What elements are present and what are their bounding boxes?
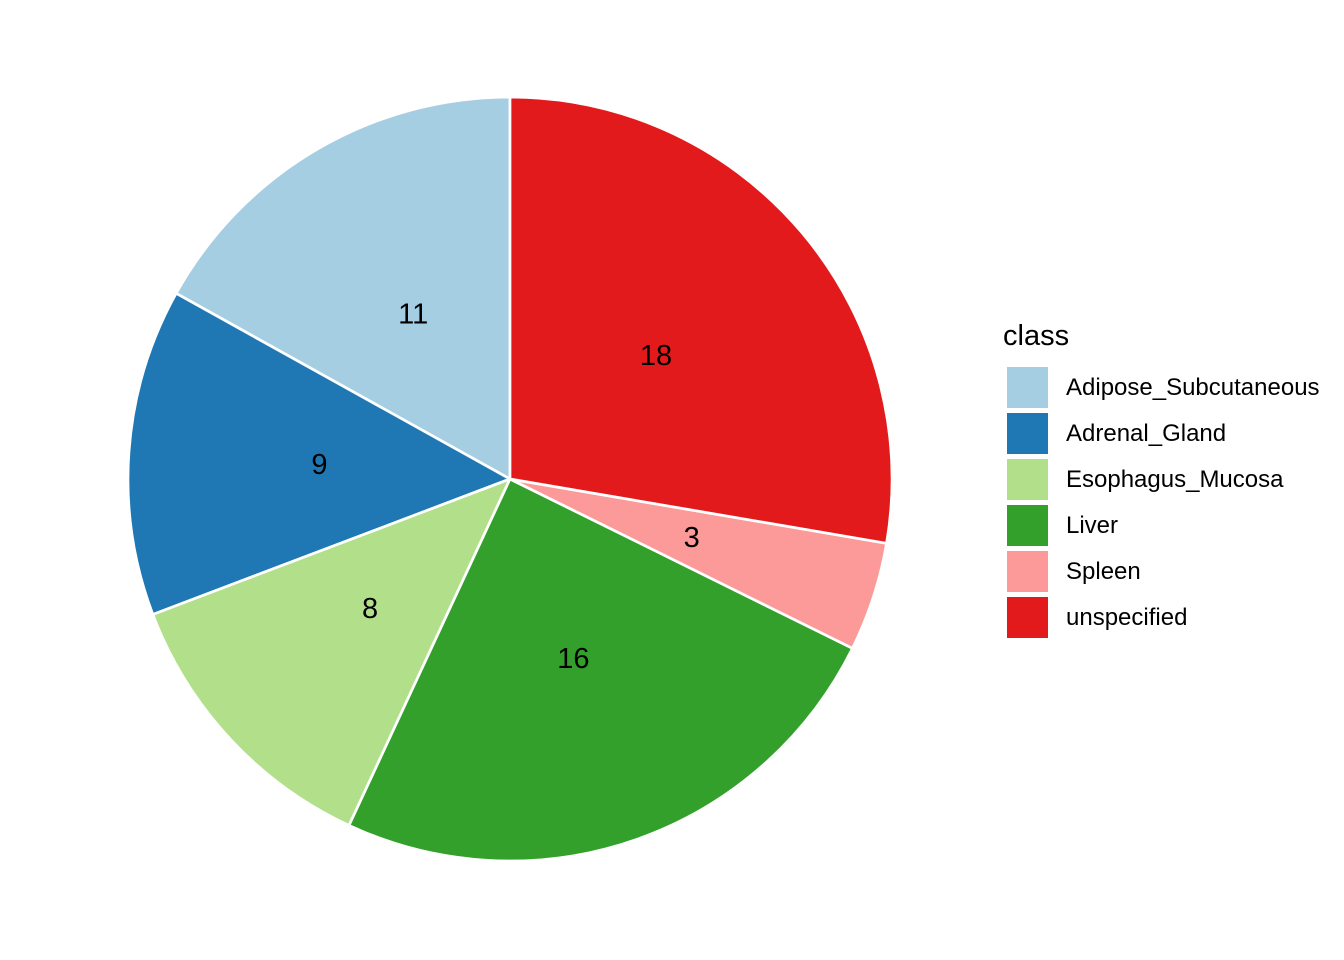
legend-item-label: Adrenal_Gland [1066,419,1227,447]
legend-item-unspecified: unspecified [1007,597,1320,638]
pie-slices [126,95,894,863]
pie-slice-Adrenal_Gland [126,292,512,616]
pie-slice-Esophagus_Mucosa [151,477,512,827]
pie-slice-value-label: 8 [362,593,378,625]
pie-slice-Liver [347,477,854,863]
legend-item-esophagus-mucosa: Esophagus_Mucosa [1007,459,1320,500]
legend-item-label: Liver [1066,511,1119,539]
legend-swatch-icon [1007,597,1048,638]
legend-item-label: unspecified [1066,603,1188,631]
pie-slice-value-label: 9 [311,449,327,481]
legend-item-spleen: Spleen [1007,551,1320,592]
pie-slice-unspecified [508,95,894,545]
legend-item-adrenal-gland: Adrenal_Gland [1007,413,1320,454]
legend-swatch-icon [1007,413,1048,454]
legend-swatch-icon [1007,505,1048,546]
legend-item-liver: Liver [1007,505,1320,546]
pie-slice-Adipose_Subcutaneous [174,95,512,481]
legend-title: class [1003,320,1070,352]
legend-swatch-icon [1007,551,1048,592]
legend-item-label: Esophagus_Mucosa [1066,465,1284,493]
legend-item-label: Spleen [1066,557,1141,585]
legend-items: Adipose_Subcutaneous Adrenal_Gland Esoph… [1007,367,1320,638]
pie-slice-value-label: 11 [398,298,428,330]
pie-slice-labels: 11 9 8 16 3 18 [311,298,699,675]
legend-swatch-icon [1007,367,1048,408]
pie-slice-value-label: 3 [684,522,700,554]
legend-item-label: Adipose_Subcutaneous [1066,373,1320,401]
legend: class Adipose_Subcutaneous Adrenal_Gland… [1003,320,1320,638]
legend-swatch-icon [1007,459,1048,500]
legend-item-adipose-subcutaneous: Adipose_Subcutaneous [1007,367,1320,408]
pie-slice-value-label: 18 [640,340,672,372]
pie-slice-value-label: 16 [557,643,589,675]
